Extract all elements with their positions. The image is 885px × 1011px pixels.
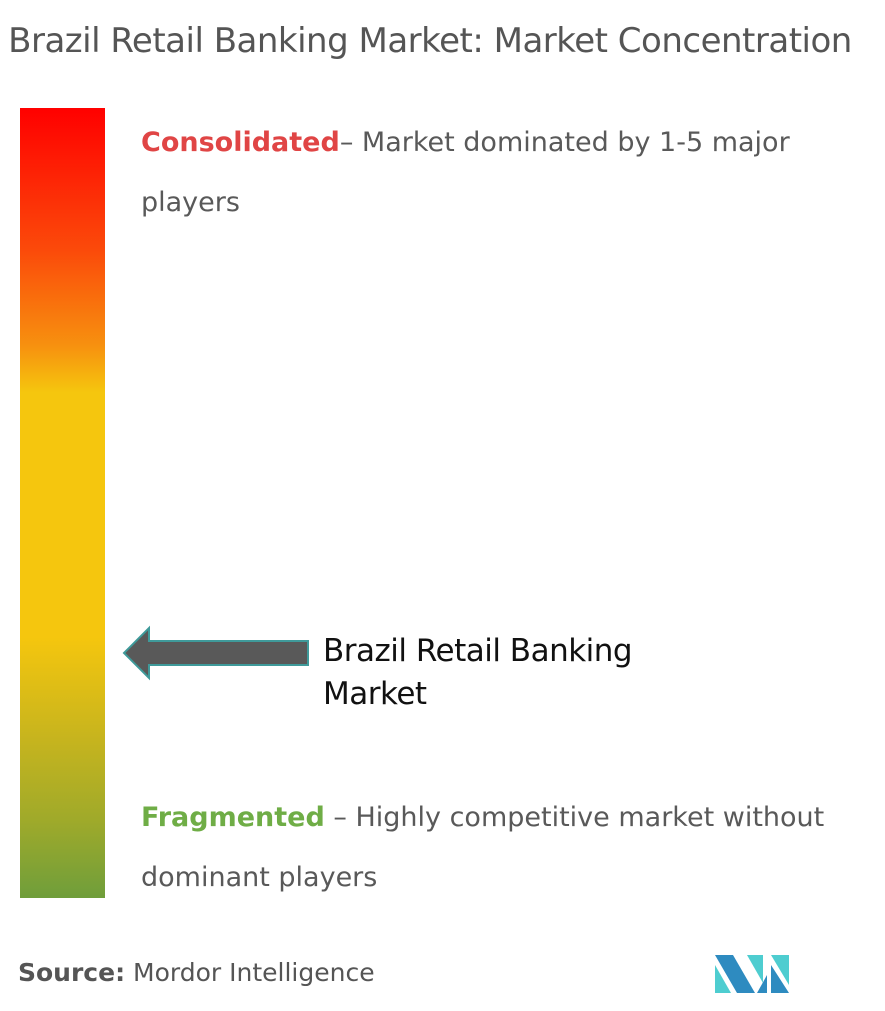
- consolidated-label: Consolidated: [141, 127, 340, 158]
- concentration-gradient-bar: [20, 108, 105, 898]
- consolidated-description: Consolidated– Market dominated by 1-5 ma…: [141, 113, 841, 233]
- chart-title: Brazil Retail Banking Market: Market Con…: [8, 21, 852, 61]
- source-text: Mordor Intelligence: [125, 958, 375, 987]
- market-label: Brazil Retail Banking Market: [323, 633, 633, 713]
- source-note: Source: Mordor Intelligence: [18, 958, 375, 987]
- source-label: Source:: [18, 958, 126, 987]
- market-position-arrow: [122, 625, 309, 681]
- mordor-intelligence-logo: [715, 955, 789, 993]
- fragmented-description: Fragmented – Highly competitive market w…: [141, 788, 841, 908]
- fragmented-text: – Highly competitive market without domi…: [141, 802, 825, 893]
- consolidated-text: – Market dominated by 1-5 major players: [141, 127, 790, 218]
- fragmented-label: Fragmented: [141, 802, 325, 833]
